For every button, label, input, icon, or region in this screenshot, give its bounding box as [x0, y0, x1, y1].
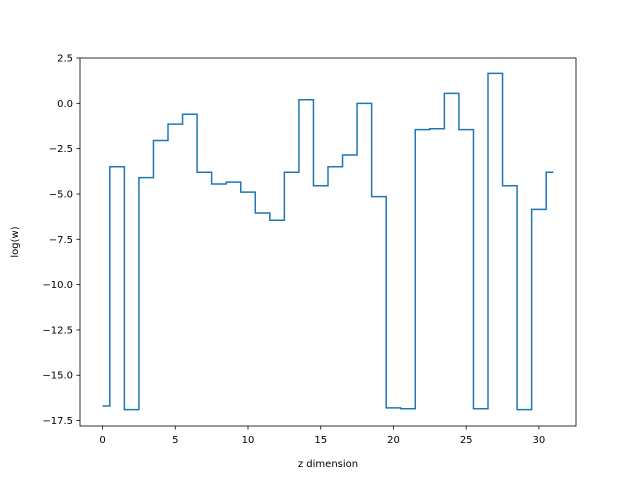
- y-tick-label: −12.5: [42, 325, 73, 336]
- y-tick-label: 2.5: [57, 54, 73, 65]
- y-axis-label: log(w): [10, 226, 21, 257]
- y-tick-label: −15.0: [42, 371, 73, 382]
- x-tick-label: 15: [314, 435, 327, 446]
- y-tick-label: −10.0: [42, 280, 73, 291]
- x-tick-label: 10: [242, 435, 255, 446]
- x-axis: 0 5 10 15 20 25 30: [99, 426, 545, 446]
- x-tick-label: 30: [533, 435, 546, 446]
- x-tick-label: 0: [99, 435, 105, 446]
- plot-frame: [79, 57, 577, 427]
- x-tick-label: 5: [172, 435, 178, 446]
- y-tick-label: 0.0: [57, 99, 73, 110]
- y-tick-label: −5.0: [49, 189, 73, 200]
- y-tick-label: −2.5: [49, 144, 73, 155]
- series-line: [102, 72, 554, 411]
- plot-area: [80, 58, 576, 426]
- x-tick-label: 20: [387, 435, 400, 446]
- x-tick-label: 25: [460, 435, 473, 446]
- y-axis: 2.5 0.0 −2.5 −5.0 −7.5 −10.0 −12.5 −15.0 −17.5: [42, 54, 80, 427]
- y-tick-label: −7.5: [49, 235, 73, 246]
- x-axis-label: z dimension: [298, 459, 358, 470]
- y-tick-label: −17.5: [42, 416, 73, 427]
